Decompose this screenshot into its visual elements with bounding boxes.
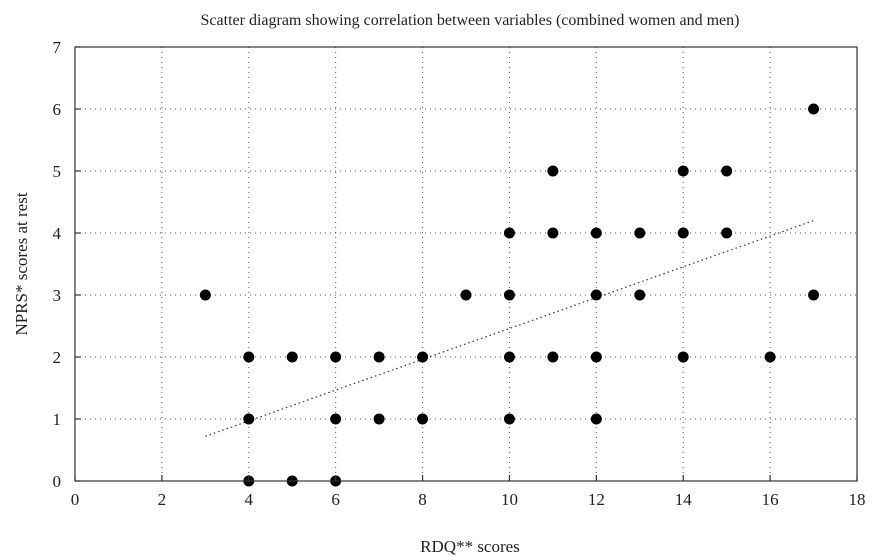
grid: [75, 47, 857, 481]
data-point: [634, 289, 646, 301]
data-point: [503, 227, 515, 239]
data-point: [373, 413, 385, 425]
data-point: [677, 227, 689, 239]
data-point: [460, 289, 472, 301]
data-point: [808, 289, 820, 301]
y-tick-label: 3: [53, 286, 62, 305]
y-tick-label: 6: [53, 100, 62, 119]
chart-title: Scatter diagram showing correlation betw…: [201, 12, 740, 29]
x-tick-label: 2: [158, 490, 167, 509]
x-tick-label: 4: [245, 490, 254, 509]
data-point: [503, 289, 515, 301]
data-point: [634, 227, 646, 239]
y-tick-label: 4: [53, 224, 62, 243]
data-point: [547, 351, 559, 363]
x-tick-label: 8: [418, 490, 427, 509]
y-tick-label: 0: [53, 472, 62, 491]
data-point: [677, 351, 689, 363]
data-point: [417, 351, 429, 363]
x-tick-label: 10: [501, 490, 518, 509]
y-tick-label: 5: [53, 162, 62, 181]
x-tick-label: 6: [331, 490, 340, 509]
plot-frame: [74, 46, 858, 482]
data-points: [199, 103, 820, 487]
x-tick-label: 0: [71, 490, 80, 509]
data-point: [243, 413, 255, 425]
data-point: [721, 227, 733, 239]
data-point: [373, 351, 385, 363]
data-point: [547, 227, 559, 239]
x-axis-label: RDQ** scores: [420, 537, 520, 556]
data-point: [547, 165, 559, 177]
data-point: [764, 351, 776, 363]
data-point: [243, 351, 255, 363]
data-point: [286, 351, 298, 363]
x-tick-label: 12: [588, 490, 605, 509]
data-point: [721, 165, 733, 177]
data-point: [199, 289, 211, 301]
data-point: [590, 227, 602, 239]
y-tick-label: 2: [53, 348, 62, 367]
data-point: [330, 413, 342, 425]
x-tick-label: 18: [849, 490, 866, 509]
data-point: [503, 351, 515, 363]
y-axis-label: NPRS* scores at rest: [12, 192, 31, 335]
y-tick-label: 7: [53, 38, 62, 57]
data-point: [590, 351, 602, 363]
data-point: [808, 103, 820, 115]
data-point: [590, 289, 602, 301]
data-point: [677, 165, 689, 177]
x-tick-label: 14: [675, 490, 693, 509]
data-point: [590, 413, 602, 425]
data-point: [330, 351, 342, 363]
data-point: [503, 413, 515, 425]
y-tick-label: 1: [53, 410, 62, 429]
data-point: [417, 413, 429, 425]
x-tick-label: 16: [762, 490, 779, 509]
